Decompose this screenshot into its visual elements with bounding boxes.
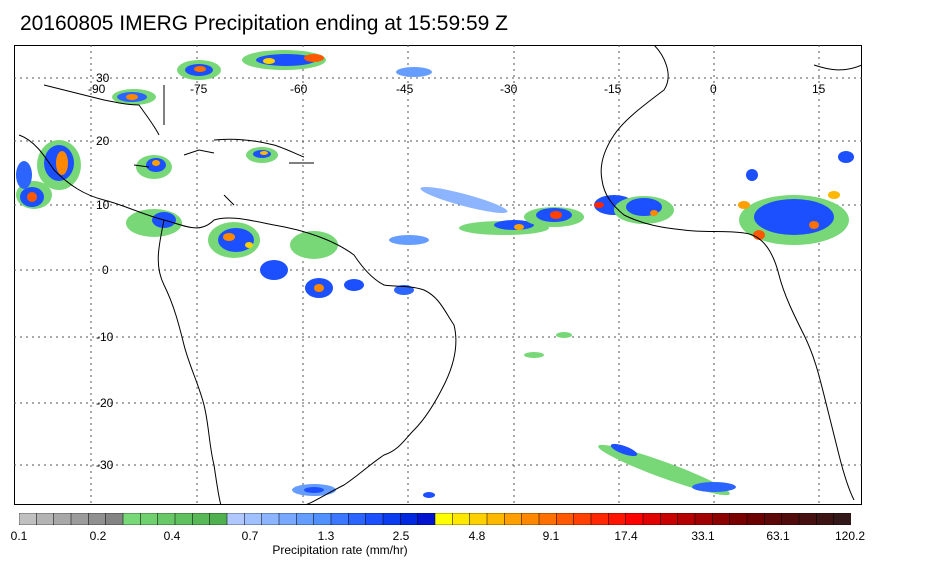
lon-label: 15 [812, 82, 826, 96]
colorbar-swatch [694, 513, 713, 525]
colorbar-tick-label: 0.7 [241, 529, 259, 543]
colorbar-swatch [365, 513, 384, 525]
lat-label: -20 [96, 396, 114, 410]
colorbar-swatch [36, 513, 55, 525]
lon-label: 0 [710, 82, 717, 96]
colorbar-swatch [382, 513, 401, 525]
colorbar-swatch [677, 513, 696, 525]
colorbar-tick-label: 1.3 [317, 529, 335, 543]
colorbar-tick-label: 9.1 [542, 529, 560, 543]
lat-label: 20 [96, 134, 110, 148]
colorbar-tick-label: 0.1 [10, 529, 28, 543]
colorbar-swatch [209, 513, 228, 525]
colorbar-tick-label: 4.8 [468, 529, 486, 543]
colorbar-swatch [434, 513, 453, 525]
colorbar-swatch [590, 513, 609, 525]
colorbar-swatch [608, 513, 627, 525]
longitude-labels: -90 -75 -60 -45 -30 -15 0 15 [88, 82, 826, 96]
colorbar-swatch [712, 513, 731, 525]
lon-label: -75 [190, 82, 208, 96]
colorbar-swatch [556, 513, 575, 525]
lon-label: -60 [290, 82, 308, 96]
colorbar-swatch [244, 513, 263, 525]
precip-cluster-gulf [112, 50, 432, 105]
colorbar-swatch [348, 513, 367, 525]
colorbar-tick-label: 0.4 [163, 529, 181, 543]
colorbar-swatch [504, 513, 523, 525]
colorbar-swatch [105, 513, 124, 525]
colorbar-swatch [417, 513, 436, 525]
precip-cluster-west-africa [738, 151, 854, 245]
colorbar-swatch [764, 513, 783, 525]
colorbar-tick-label: 63.1 [766, 529, 790, 543]
colorbar-swatch [833, 513, 851, 525]
colorbar-swatch [174, 513, 193, 525]
colorbar-swatch [157, 513, 176, 525]
colorbar-swatch [746, 513, 765, 525]
colorbar-swatch [573, 513, 592, 525]
lat-label: 0 [102, 263, 109, 277]
colorbar-swatch [521, 513, 540, 525]
colorbar-tick-label: 120.2 [834, 529, 866, 543]
colorbar-tick-label: 0.2 [89, 529, 107, 543]
colorbar-swatch [729, 513, 748, 525]
map-title: 20160805 IMERG Precipitation ending at 1… [20, 12, 508, 35]
lat-label: -10 [96, 330, 114, 344]
colorbar-tick-label: 2.5 [392, 529, 410, 543]
colorbar-swatch [226, 513, 245, 525]
colorbar-swatch [798, 513, 817, 525]
lon-label: -15 [604, 82, 622, 96]
colorbar-swatch [486, 513, 505, 525]
precipitation-map: -90 -75 -60 -45 -30 -15 0 15 30 20 10 0 … [14, 45, 862, 505]
coastlines [18, 45, 862, 505]
precip-cluster-central-america [16, 140, 278, 237]
colorbar-swatch [296, 513, 315, 525]
lon-label: -45 [396, 82, 414, 96]
lat-label: 10 [96, 198, 110, 212]
colorbar-swatch [313, 513, 332, 525]
colorbar [19, 513, 851, 525]
colorbar-swatch [278, 513, 297, 525]
colorbar-swatch [660, 513, 679, 525]
lon-label: -30 [500, 82, 518, 96]
colorbar-swatch [816, 513, 835, 525]
colorbar-swatch [122, 513, 141, 525]
latitude-labels: 30 20 10 0 -10 -20 -30 [96, 71, 114, 472]
lon-label: -90 [88, 82, 106, 96]
colorbar-swatch [261, 513, 280, 525]
colorbar-swatch [70, 513, 89, 525]
colorbar-title: Precipitation rate (mm/hr) [272, 543, 408, 557]
precipitation-field [16, 50, 854, 498]
colorbar-tick-label: 33.1 [691, 529, 715, 543]
lat-label: -30 [96, 458, 114, 472]
colorbar-swatch [625, 513, 644, 525]
colorbar-swatch [452, 513, 471, 525]
lat-label: 30 [96, 71, 110, 85]
colorbar-swatch [53, 513, 72, 525]
precip-cluster-south-america [208, 222, 429, 298]
colorbar-swatch [469, 513, 488, 525]
colorbar-swatch [781, 513, 800, 525]
colorbar-swatch [538, 513, 557, 525]
colorbar-swatch [140, 513, 159, 525]
precip-band-south-atlantic [292, 332, 736, 498]
colorbar-swatch [400, 513, 419, 525]
colorbar-swatch [642, 513, 661, 525]
map-frame [14, 45, 862, 505]
colorbar-tick-label: 17.4 [614, 529, 638, 543]
colorbar-swatch [88, 513, 107, 525]
colorbar-swatch [192, 513, 211, 525]
colorbar-swatch [19, 513, 37, 525]
colorbar-swatch [330, 513, 349, 525]
